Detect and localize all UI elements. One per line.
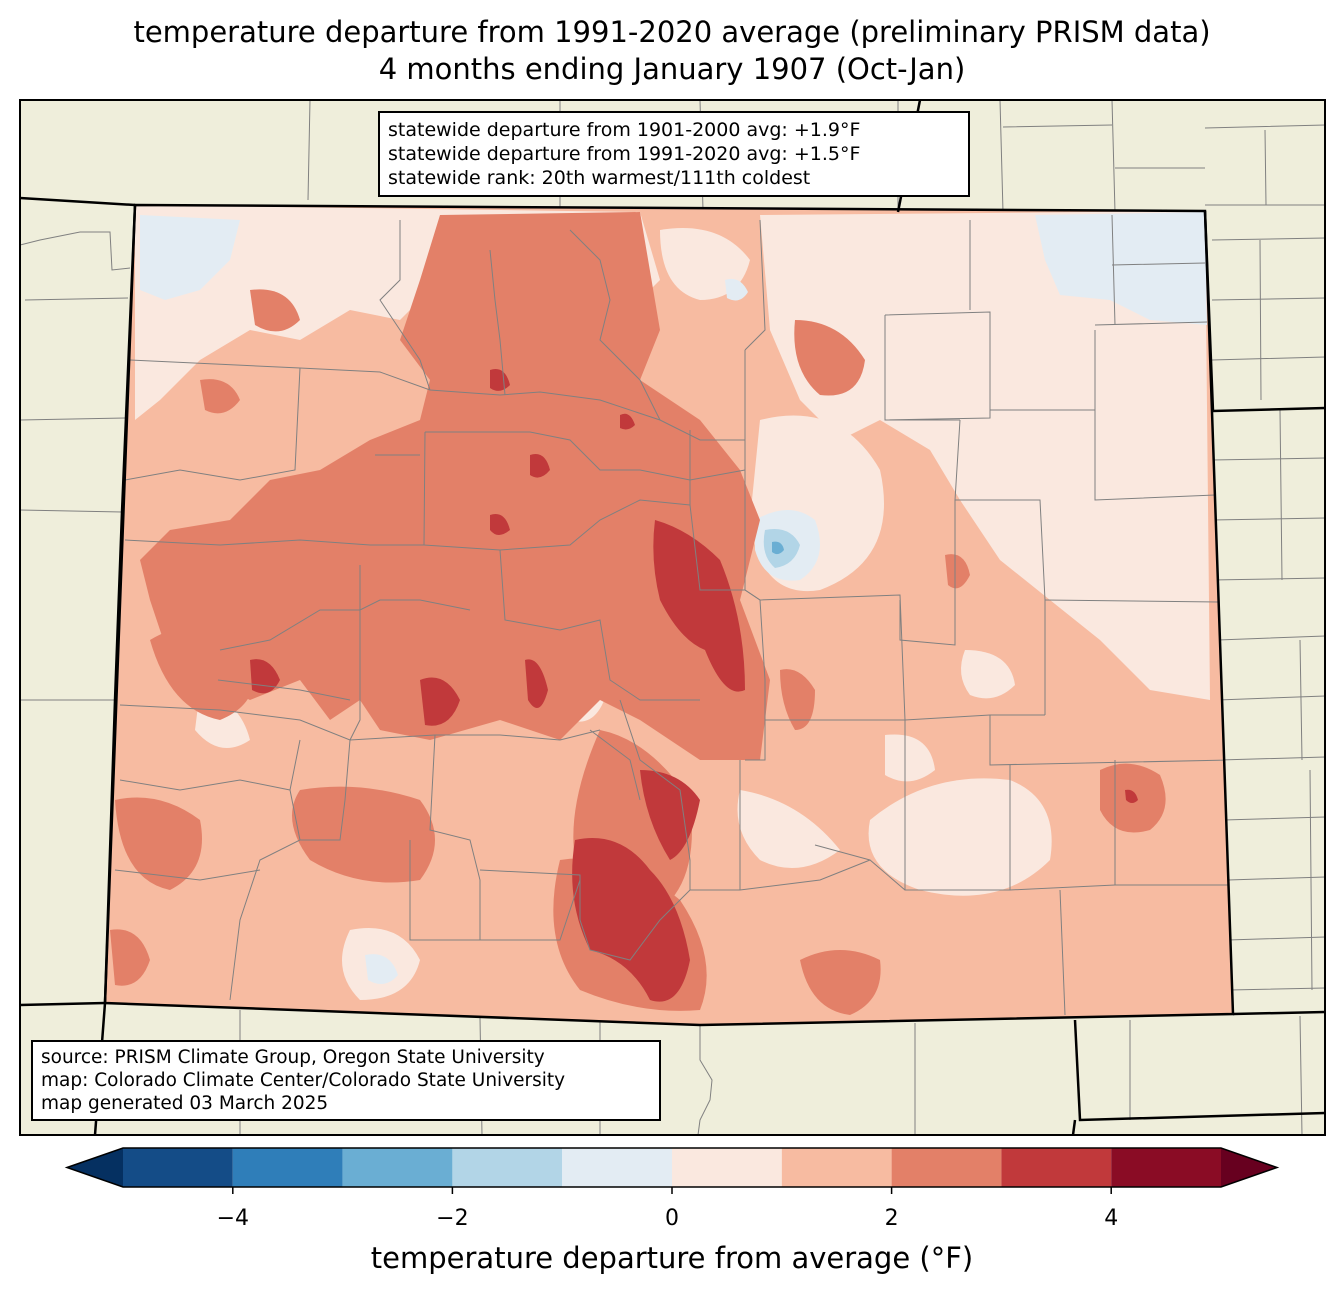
colorbar-over-arrow bbox=[1221, 1148, 1277, 1187]
county-lines bbox=[114, 214, 1231, 1016]
colorbar-bin-0 bbox=[123, 1148, 233, 1187]
colorbar-tick-label-2: 0 bbox=[665, 1206, 679, 1231]
colorbar-label: temperature departure from average (°F) bbox=[370, 1241, 974, 1275]
credit-source: source: PRISM Climate Group, Oregon Stat… bbox=[41, 1047, 545, 1068]
colorbar-bin-6 bbox=[781, 1148, 892, 1187]
stats-rank: statewide rank: 20th warmest/111th colde… bbox=[388, 167, 811, 189]
colorbar-bin-9 bbox=[1111, 1148, 1221, 1187]
colorbar-under-arrow bbox=[67, 1148, 123, 1187]
colorbar-tick-label-1: −2 bbox=[436, 1206, 469, 1231]
credit-map: map: Colorado Climate Center/Colorado St… bbox=[41, 1070, 566, 1091]
colorbar-outline bbox=[64, 1147, 1280, 1188]
map-frame bbox=[19, 99, 1326, 1136]
credits-box: source: PRISM Climate Group, Oregon Stat… bbox=[31, 1040, 661, 1121]
colorbar-bin-7 bbox=[891, 1148, 1002, 1187]
colorbar-bin-2 bbox=[342, 1148, 453, 1187]
colorbar bbox=[64, 1147, 1280, 1194]
colorbar-bin-8 bbox=[1001, 1148, 1112, 1187]
colorbar-bin-3 bbox=[452, 1148, 563, 1187]
colorbar-bin-4 bbox=[562, 1148, 672, 1187]
stats-1991-2020: statewide departure from 1991-2020 avg: … bbox=[388, 143, 861, 165]
colorbar-tick-label-3: 2 bbox=[884, 1206, 899, 1231]
statewide-stats-box: statewide departure from 1901-2000 avg: … bbox=[378, 111, 970, 197]
credit-generated: map generated 03 March 2025 bbox=[41, 1093, 329, 1114]
map-title-line-1: temperature departure from 1991-2020 ave… bbox=[133, 15, 1211, 49]
stats-1901-2000: statewide departure from 1901-2000 avg: … bbox=[388, 119, 861, 141]
colorbar-bin-5 bbox=[672, 1148, 782, 1187]
temperature-departure-field bbox=[105, 205, 1233, 1025]
map-title-line-2: 4 months ending January 1907 (Oct-Jan) bbox=[378, 52, 966, 86]
colorbar-tick-label-4: 4 bbox=[1104, 1206, 1119, 1231]
colorbar-bin-1 bbox=[232, 1148, 343, 1187]
colorbar-tick-label-0: −4 bbox=[216, 1206, 250, 1231]
